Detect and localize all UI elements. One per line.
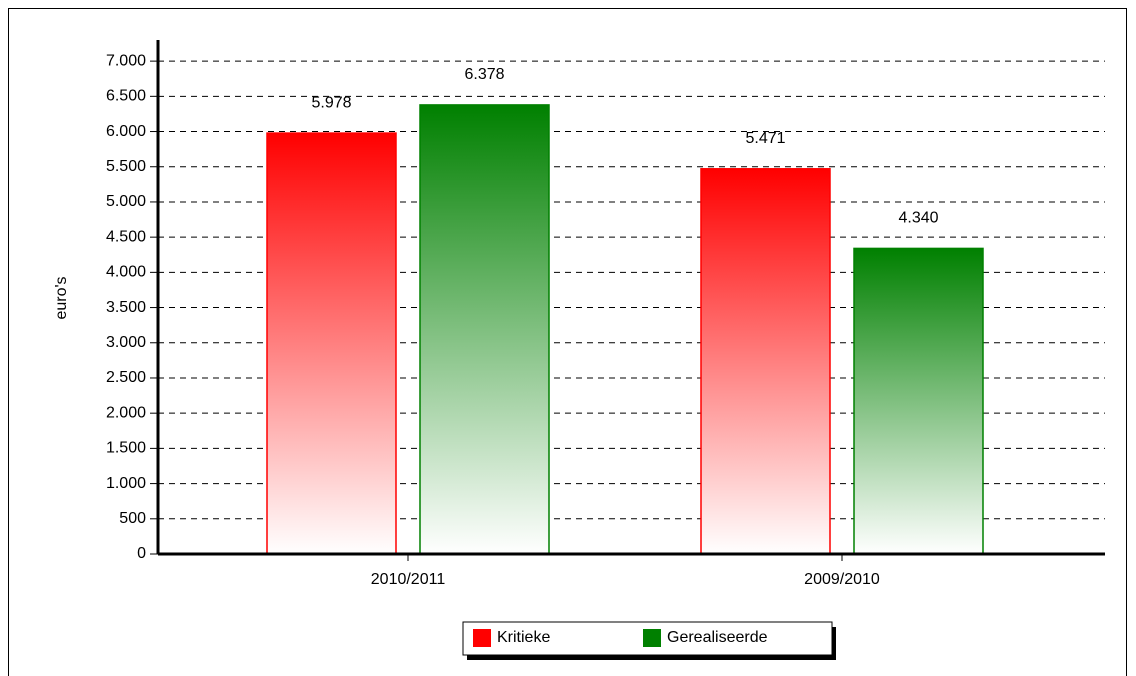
y-tick-label: 3.000 bbox=[106, 334, 146, 351]
bar bbox=[853, 247, 984, 555]
legend-swatch bbox=[643, 629, 661, 647]
y-tick-label: 1.000 bbox=[106, 475, 146, 492]
y-tick-label: 5.000 bbox=[106, 193, 146, 210]
y-tick-label: 5.500 bbox=[106, 158, 146, 175]
x-tick-label: 2010/2011 bbox=[371, 571, 446, 588]
bar bbox=[700, 168, 831, 555]
y-tick-label: 3.500 bbox=[106, 299, 146, 316]
y-tick-label: 500 bbox=[119, 510, 146, 527]
bar bbox=[266, 132, 397, 555]
value-label: 6.378 bbox=[464, 66, 504, 83]
y-tick-label: 2.500 bbox=[106, 369, 146, 386]
frame bbox=[8, 8, 1127, 676]
y-tick-label: 6.500 bbox=[106, 88, 146, 105]
y-tick-label: 4.000 bbox=[106, 264, 146, 281]
bar bbox=[419, 104, 550, 555]
value-label: 5.471 bbox=[745, 130, 785, 147]
y-tick-label: 4.500 bbox=[106, 228, 146, 245]
legend-swatch bbox=[473, 629, 491, 647]
y-tick-label: 2.000 bbox=[106, 404, 146, 421]
y-axis-label: euro's bbox=[53, 276, 70, 319]
x-tick-label: 2009/2010 bbox=[804, 571, 880, 588]
value-label: 5.978 bbox=[311, 94, 351, 111]
legend-label: Kritieke bbox=[497, 629, 550, 646]
legend-label: Gerealiseerde bbox=[667, 629, 768, 646]
y-tick-label: 7.000 bbox=[106, 52, 146, 69]
y-tick-label: 6.000 bbox=[106, 123, 146, 140]
y-tick-label: 0 bbox=[137, 545, 146, 562]
value-label: 4.340 bbox=[898, 210, 938, 227]
y-tick-label: 1.500 bbox=[106, 440, 146, 457]
